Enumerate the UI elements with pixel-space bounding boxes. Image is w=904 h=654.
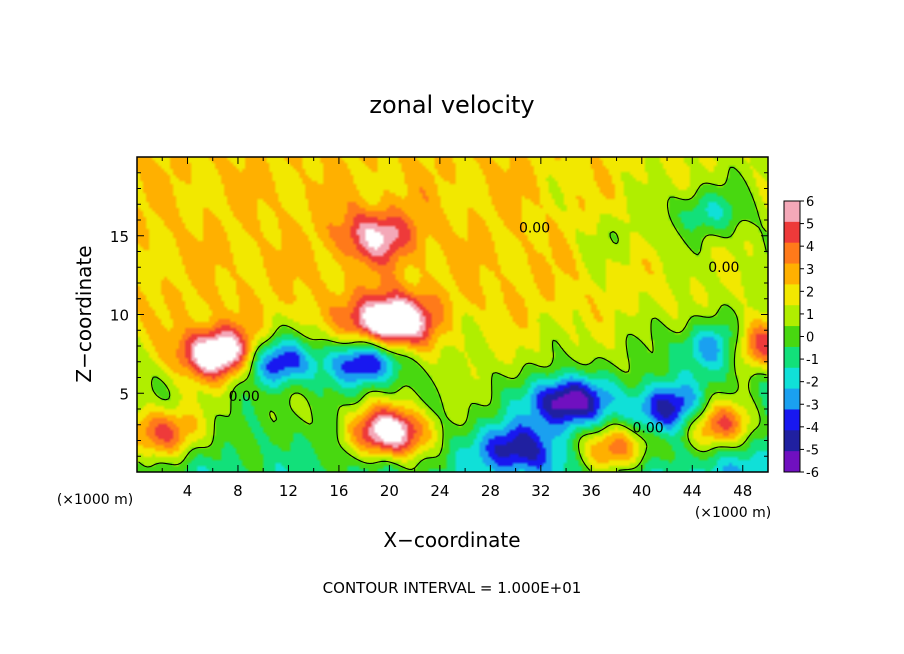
y-axis-label: Z−coordinate <box>72 245 96 382</box>
velocity-field-image <box>137 157 768 472</box>
x-tick-label: 20 <box>380 482 399 500</box>
x-tick-label: 4 <box>183 482 193 500</box>
colorbar-swatch <box>784 263 800 285</box>
colorbar-swatch <box>784 305 800 327</box>
x-tick-label: 8 <box>233 482 243 500</box>
y-tick-label: 15 <box>110 228 129 246</box>
colorbar-tick-label: 3 <box>806 263 814 278</box>
x-tick-label: 16 <box>329 482 348 500</box>
contour-label: 0.00 <box>633 421 664 437</box>
x-tick-label: 48 <box>733 482 752 500</box>
x-axis-ticks: 4 8 12 16 20 24 28 32 36 40 44 48 <box>161 157 752 500</box>
contour-level <box>138 166 768 472</box>
colorbar-tick-label: 1 <box>806 308 814 323</box>
colorbar-tick-label: 0 <box>806 331 814 346</box>
x-unit-label-left: (×1000 m) <box>57 492 133 508</box>
colorbar-tick-label: 5 <box>806 218 814 233</box>
colorbar-swatch <box>784 346 800 369</box>
y-tick-label: 10 <box>110 307 129 325</box>
colorbar-swatch <box>784 242 800 265</box>
contour-interval-note: CONTOUR INTERVAL = 1.000E+01 <box>323 579 582 597</box>
y-axis-ticks: 5 10 15 <box>110 172 768 457</box>
contour-label: 0.00 <box>708 260 739 276</box>
contour-label: 0.00 <box>519 221 550 237</box>
x-axis-label: X−coordinate <box>383 528 520 552</box>
colorbar-tick-label: -5 <box>806 443 819 458</box>
x-tick-label: 32 <box>531 482 550 500</box>
colorbar-swatch <box>784 284 800 306</box>
x-tick-label: 44 <box>683 482 702 500</box>
colorbar-swatch <box>784 409 800 431</box>
colorbar-tick-label: -3 <box>806 398 819 413</box>
colorbar-tick-label: -6 <box>806 466 819 481</box>
x-tick-label: 40 <box>632 482 651 500</box>
x-tick-label: 12 <box>279 482 298 500</box>
colorbar-swatch <box>784 388 800 410</box>
colorbar-tick-label: 4 <box>806 240 814 255</box>
chart-title: zonal velocity <box>369 91 534 119</box>
contour-lines <box>138 166 768 472</box>
colorbar-swatch <box>784 430 800 452</box>
colorbar-swatch <box>784 367 800 390</box>
x-tick-label: 36 <box>582 482 601 500</box>
colorbar-swatch <box>784 326 800 348</box>
contour-labels: 0.00 0.00 0.00 0.00 <box>229 221 740 437</box>
colorbar-swatch <box>784 451 800 473</box>
x-tick-label: 24 <box>430 482 449 500</box>
colorbar-tick-label: -2 <box>806 376 819 391</box>
colorbar-swatch <box>784 221 800 244</box>
colorbar-tick-label: -4 <box>806 421 819 436</box>
colorbar-swatch <box>784 201 800 223</box>
x-unit-label-right: (×1000 m) <box>695 505 771 521</box>
y-tick-label: 5 <box>119 385 129 403</box>
colorbar: 6 5 4 3 2 1 0 -1 -2 -3 -4 -5 -6 <box>783 195 819 481</box>
colorbar-tick-label: 6 <box>806 195 814 210</box>
colorbar-tick-label: 2 <box>806 285 814 300</box>
colorbar-tick-label: -1 <box>806 353 819 368</box>
contour-label: 0.00 <box>229 389 260 405</box>
x-tick-label: 28 <box>481 482 500 500</box>
